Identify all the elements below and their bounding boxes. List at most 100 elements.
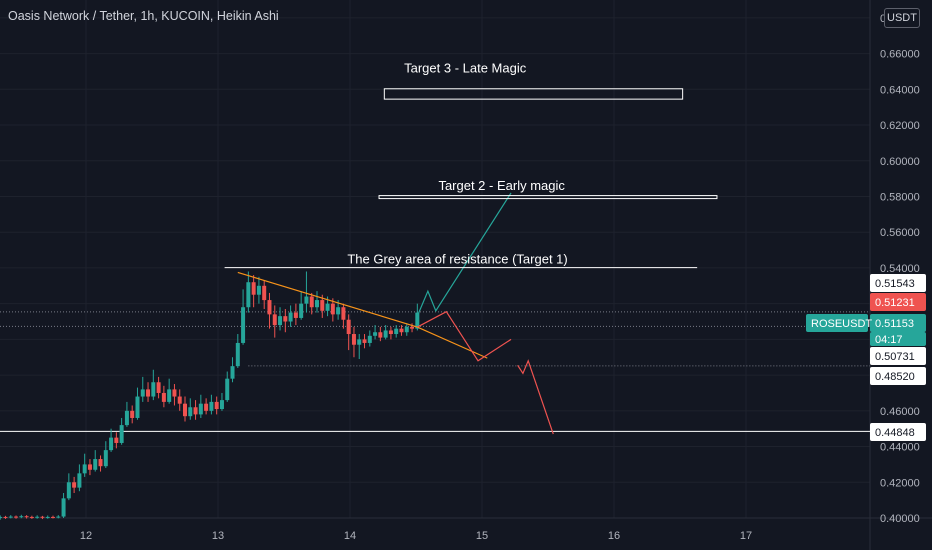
candle-body xyxy=(225,378,230,401)
y-tick-label: 0.66000 xyxy=(880,49,920,61)
candle-body xyxy=(325,303,330,311)
candle-body xyxy=(351,334,356,345)
candle-body xyxy=(415,312,420,329)
candle-body xyxy=(367,335,372,343)
candle-body xyxy=(66,482,71,499)
candle-body xyxy=(82,464,87,474)
candle-body xyxy=(61,498,66,517)
y-tick-label: 0.58000 xyxy=(880,191,920,203)
candle-body xyxy=(283,316,288,322)
candle-body xyxy=(373,332,378,336)
candle-body xyxy=(98,459,103,467)
y-tick-label: 0.44000 xyxy=(880,442,920,454)
candle-body xyxy=(72,482,77,488)
candle-body xyxy=(87,464,92,470)
candle-body xyxy=(262,285,267,301)
candle-body xyxy=(304,296,309,304)
annotation-label: The Grey area of resistance (Target 1) xyxy=(347,251,567,266)
y-tick-label: 0.54000 xyxy=(880,263,920,275)
price-tag-bg xyxy=(870,274,926,292)
candle-body xyxy=(320,300,325,311)
y-tick-label: 0.40000 xyxy=(880,513,920,525)
price-tags: 0.51543 0.51231 0.51153 04:17 0.50731 0.48520… xyxy=(806,274,926,441)
candle-body xyxy=(378,332,383,338)
candle-body xyxy=(293,312,298,318)
candle-body xyxy=(399,328,404,333)
price-tag-bg xyxy=(870,332,926,346)
candle-body xyxy=(19,516,24,518)
candle-body xyxy=(383,330,388,338)
price-axis[interactable]: 0.400000.420000.440000.460000.480000.500… xyxy=(880,13,920,525)
x-tick-label: 13 xyxy=(212,530,224,542)
candle-body xyxy=(341,307,346,320)
candle-body xyxy=(394,328,399,335)
candle-body xyxy=(151,382,156,397)
chart-title: Oasis Network / Tether, 1h, KUCOIN, Heik… xyxy=(8,9,279,23)
candle-body xyxy=(193,407,198,415)
candle-body xyxy=(114,437,119,443)
candle-body xyxy=(288,312,293,322)
candle-body xyxy=(135,396,140,418)
candle-body xyxy=(172,389,177,397)
candle-body xyxy=(51,516,55,518)
horizontal-levels xyxy=(0,311,870,432)
candle-body xyxy=(124,410,129,426)
candle-body xyxy=(183,403,187,417)
candle-body xyxy=(278,316,283,326)
symbol-tag-label: ROSEUSDT xyxy=(811,318,872,330)
candle-body xyxy=(309,296,314,308)
y-tick-label: 0.60000 xyxy=(880,156,920,168)
candle-body xyxy=(235,342,240,367)
y-tick-label: 0.62000 xyxy=(880,120,920,132)
candle-body xyxy=(161,392,166,402)
annotation-label: Target 3 - Late Magic xyxy=(404,60,527,75)
candle-body xyxy=(241,307,246,343)
candle-body xyxy=(24,516,29,518)
drawing-layer xyxy=(237,192,554,435)
x-tick-label: 16 xyxy=(608,530,620,542)
y-tick-label: 0.42000 xyxy=(880,477,920,489)
candle-body xyxy=(0,516,3,518)
candle-body xyxy=(209,401,214,411)
currency-badge[interactable]: USDT xyxy=(884,8,920,28)
x-tick-label: 14 xyxy=(344,530,356,542)
candle-body xyxy=(29,516,34,518)
candle-body xyxy=(8,516,13,518)
candle-body xyxy=(410,326,415,329)
price-tag-bg xyxy=(870,347,926,365)
candle-body xyxy=(35,516,40,518)
candlestick-series xyxy=(0,271,420,520)
candle-body xyxy=(362,339,367,343)
candle-body xyxy=(146,389,151,397)
candle-body xyxy=(267,300,272,315)
candle-body xyxy=(256,285,261,295)
candle-body xyxy=(177,396,182,404)
candle-body xyxy=(272,314,277,326)
bear-projection-line xyxy=(417,310,512,362)
price-tag-bg xyxy=(870,293,926,311)
annotation-label: Target 2 - Early magic xyxy=(438,178,565,193)
price-tag-label: 0.50731 xyxy=(875,351,915,363)
candle-body xyxy=(156,382,161,393)
candle-body xyxy=(109,437,114,451)
candle-body xyxy=(140,389,145,397)
candle-body xyxy=(219,400,224,410)
candle-body xyxy=(404,326,409,333)
candle-body xyxy=(315,300,319,308)
y-tick-label: 0.46000 xyxy=(880,406,920,418)
symbol-tag-bg xyxy=(806,314,868,332)
x-tick-label: 15 xyxy=(476,530,488,542)
candle-body xyxy=(204,403,209,411)
y-tick-label: 0.56000 xyxy=(880,227,920,239)
price-tag-label: 0.51153 xyxy=(875,318,914,330)
candle-body xyxy=(130,410,135,418)
candle-body xyxy=(357,339,362,345)
annotation-layer: Target 3 - Late Magic Target 2 - Early ma… xyxy=(224,60,718,269)
price-tag-label: 0.51231 xyxy=(875,297,915,309)
target-box xyxy=(383,88,684,100)
time-axis[interactable]: 12 13 14 15 16 17 xyxy=(80,530,752,542)
price-tag-bg xyxy=(870,314,926,332)
candle-body xyxy=(251,282,256,295)
